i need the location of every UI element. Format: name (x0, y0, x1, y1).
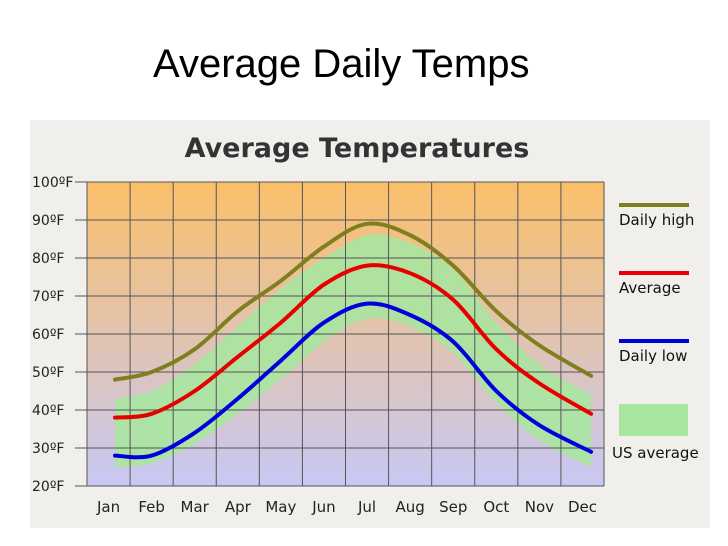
slide-title: Average Daily Temps (153, 42, 530, 86)
average-line (113, 263, 594, 420)
daily-high-line (113, 221, 594, 382)
chart-title: Average Temperatures (185, 133, 530, 164)
y-tick-label: 40ºF (32, 403, 64, 419)
y-tick-label: 100ºF (32, 175, 73, 191)
y-tick-label: 50ºF (32, 365, 64, 381)
daily-low-line (113, 301, 594, 460)
x-tick-labels: Jan Feb Mar Apr May Jun Jul Aug Sep Oct Nov Dec (96, 498, 597, 516)
x-tick-label: Jan (96, 498, 120, 516)
y-tick-labels: 100ºF 90ºF 80ºF 70ºF 60ºF 50ºF 40ºF 30ºF 20ºF (32, 175, 87, 495)
x-tick-label: Oct (483, 498, 509, 516)
temperature-chart: Average Temperatures 100ºF 90ºF 80ºF 70ºF 60… (32, 133, 699, 516)
x-tick-label: Sep (439, 498, 467, 516)
y-tick-label: 70ºF (32, 289, 64, 305)
x-tick-label: May (265, 498, 296, 516)
legend-label-average: Average (619, 279, 681, 297)
y-tick-label: 30ºF (32, 441, 64, 457)
x-tick-label: Apr (225, 498, 252, 516)
x-tick-label: Nov (525, 498, 554, 516)
x-tick-label: Dec (568, 498, 597, 516)
series-layer (113, 221, 594, 460)
us-average-band-layer (115, 234, 592, 467)
x-tick-label: Feb (138, 498, 165, 516)
y-tick-label: 60ºF (32, 327, 64, 343)
y-tick-label: 20ºF (32, 479, 64, 495)
legend: Daily high Average Daily low US average (612, 203, 699, 462)
legend-swatch-us-average (619, 404, 688, 436)
x-tick-label: Mar (181, 498, 210, 516)
x-tick-label: Jun (311, 498, 335, 516)
us-average-band (115, 234, 592, 467)
chart-panel: Average Temperatures 100ºF 90ºF 80ºF 70ºF 60… (30, 120, 710, 528)
legend-label-daily-high: Daily high (619, 211, 694, 229)
y-tick-label: 80ºF (32, 251, 64, 267)
y-tick-label: 90ºF (32, 213, 64, 229)
x-tick-label: Aug (395, 498, 424, 516)
x-tick-label: Jul (357, 498, 376, 516)
legend-label-us-average: US average (612, 444, 699, 462)
legend-label-daily-low: Daily low (619, 347, 687, 365)
